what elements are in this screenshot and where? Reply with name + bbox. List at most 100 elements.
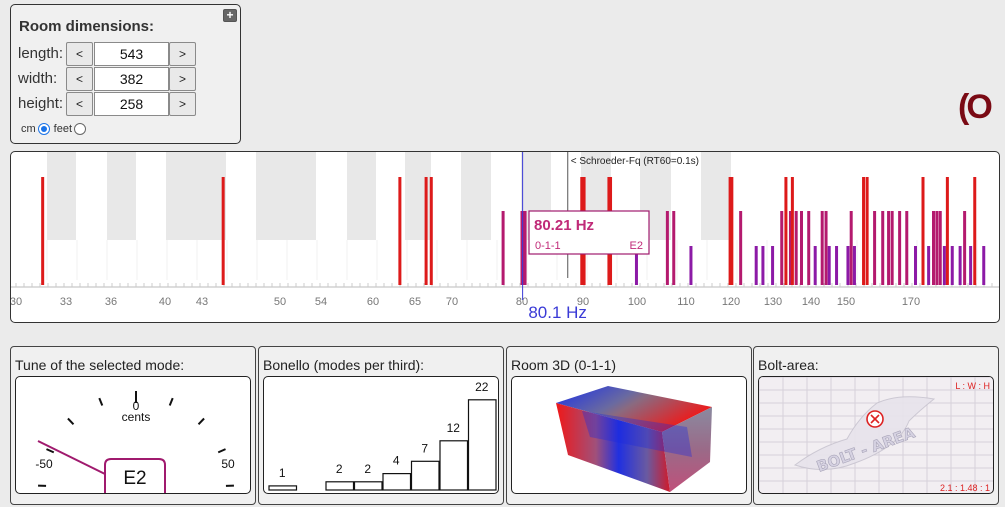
gauge-ticks [38, 391, 234, 487]
mode-bar-tangential[interactable] [898, 211, 902, 285]
room-3d-panel: Room 3D (0-1-1) [506, 346, 752, 505]
frequency-tick-label: 65 [409, 296, 421, 308]
mode-bar-tangential[interactable] [501, 211, 505, 285]
mode-bar-oblique[interactable] [969, 246, 973, 285]
mode-bar-axial[interactable] [424, 177, 428, 285]
target-icon [866, 410, 884, 428]
mode-bar-oblique[interactable] [813, 246, 817, 285]
mode-bar-tangential[interactable] [963, 211, 967, 285]
mode-bar-axial[interactable] [945, 177, 949, 285]
height-increase-button[interactable]: > [169, 92, 196, 116]
expand-icon[interactable]: + [223, 9, 237, 22]
room-dimensions-title: Room dimensions: [19, 18, 155, 35]
mode-bar-oblique[interactable] [914, 246, 917, 285]
mode-bar-tangential[interactable] [887, 211, 891, 285]
frequency-tick-label: 60 [367, 296, 379, 308]
black-key [256, 152, 316, 240]
mode-bar-tangential[interactable] [521, 211, 525, 285]
black-key [461, 152, 491, 240]
mode-bar-tangential[interactable] [807, 211, 811, 285]
mode-bar-tangential[interactable] [672, 211, 676, 285]
mode-bar-tangential[interactable] [800, 211, 803, 285]
frequency-tick-label: 70 [446, 296, 458, 308]
height-label: height: [18, 95, 64, 112]
mode-bar-axial[interactable] [865, 177, 869, 285]
room-side-face [662, 407, 712, 492]
mode-bar-axial[interactable] [862, 177, 866, 285]
mode-bar-tangential[interactable] [788, 211, 792, 285]
mode-bar-oblique[interactable] [634, 246, 638, 285]
mode-bar-axial[interactable] [41, 177, 45, 285]
mode-bar-tangential[interactable] [873, 211, 877, 285]
tune-needle [37, 440, 106, 475]
mode-bar-axial[interactable] [730, 177, 734, 285]
mode-spectrum-chart[interactable]: 30 33 36 40 43 50 54 60 65 70 80 90 100 110 120 130 140 1… [11, 152, 999, 322]
room-mode-pattern [582, 411, 692, 457]
frequency-tick-label: 150 [837, 296, 855, 308]
mode-bar-axial[interactable] [728, 177, 732, 285]
black-key [347, 152, 376, 240]
height-input[interactable]: 258 [94, 92, 169, 116]
mode-bar-oblique[interactable] [982, 246, 986, 285]
mode-bar-tangential[interactable] [905, 211, 909, 285]
frequency-axis: 30 33 36 40 43 50 54 60 65 70 80 90 100 110 120 130 140 1… [11, 296, 920, 308]
mode-bar-oblique[interactable] [689, 246, 693, 285]
room-3d-view[interactable] [511, 376, 747, 494]
mode-bar-axial[interactable] [398, 177, 402, 285]
mode-bar-axial[interactable] [429, 177, 433, 285]
bolt-ratio-header: L : W : H [955, 381, 990, 391]
room-dimensions-panel: Room dimensions: + length: < 543 > width… [10, 4, 241, 144]
mode-spectrum-panel: 30 33 36 40 43 50 54 60 65 70 80 90 100 110 120 130 140 1… [10, 151, 1000, 323]
mode-bar-oblique[interactable] [950, 246, 954, 285]
length-decrease-button[interactable]: < [66, 42, 93, 66]
unit-feet-radio[interactable] [74, 123, 87, 135]
bolt-area-plot[interactable]: BOLT - AREA L : W : H 2.1 : 1.48 : 1 [759, 377, 994, 494]
mode-bar-tangential[interactable] [780, 211, 784, 285]
frequency-tick-label: 30 [11, 296, 22, 308]
mode-bar-tangential[interactable] [820, 211, 824, 285]
mode-bar-tangential[interactable] [523, 211, 527, 285]
mode-bar-oblique[interactable] [761, 246, 765, 285]
mode-bar-oblique[interactable] [942, 246, 946, 285]
mode-bar-tangential[interactable] [849, 211, 853, 285]
black-key [107, 152, 136, 240]
mode-bar-tangential[interactable] [890, 211, 894, 285]
mode-bar-tangential[interactable] [739, 211, 743, 285]
mode-bar-axial[interactable] [790, 177, 794, 285]
bonello-bar-label: 22 [475, 380, 489, 394]
unit-cm-radio[interactable] [37, 123, 50, 135]
width-input[interactable]: 382 [94, 67, 169, 91]
width-increase-button[interactable]: > [169, 67, 196, 91]
mode-bar-axial[interactable] [784, 177, 788, 285]
mode-bar-oblique[interactable] [827, 246, 831, 285]
width-decrease-button[interactable]: < [66, 67, 93, 91]
bonello-bar [467, 399, 497, 491]
mode-bar-axial[interactable] [973, 177, 977, 285]
mode-bar-tangential[interactable] [665, 211, 669, 285]
mode-bar-oblique[interactable] [958, 246, 962, 285]
bonello-panel: Bonello (modes per third): 1 2 2 4 7 12 22 [258, 346, 504, 505]
mode-bar-oblique[interactable] [927, 246, 931, 285]
gauge-min-label: -50 [35, 457, 53, 471]
mode-bar-tangential[interactable] [938, 211, 942, 285]
mode-bar-tangential[interactable] [935, 211, 939, 285]
room-3d-render[interactable] [512, 377, 747, 494]
bolt-area-chart[interactable]: BOLT - AREA L : W : H 2.1 : 1.48 : 1 [758, 376, 994, 494]
mode-bar-tangential[interactable] [881, 211, 885, 285]
mode-bar-oblique[interactable] [852, 246, 856, 285]
mode-bar-axial[interactable] [921, 177, 925, 285]
mode-bar-oblique[interactable] [846, 246, 850, 285]
mode-bar-tangential[interactable] [794, 211, 798, 285]
mode-bar-tangential[interactable] [824, 211, 828, 285]
height-decrease-button[interactable]: < [66, 92, 93, 116]
mode-bar-oblique[interactable] [771, 246, 775, 285]
mode-bar-axial[interactable] [221, 177, 225, 285]
length-increase-button[interactable]: > [169, 42, 196, 66]
mode-bar-oblique[interactable] [835, 246, 839, 285]
bonello-bar-label: 1 [279, 466, 286, 480]
mode-bar-oblique[interactable] [754, 246, 758, 285]
mode-bar-tangential[interactable] [932, 211, 935, 285]
length-input[interactable]: 543 [94, 42, 169, 66]
bonello-title: Bonello (modes per third): [263, 357, 425, 373]
